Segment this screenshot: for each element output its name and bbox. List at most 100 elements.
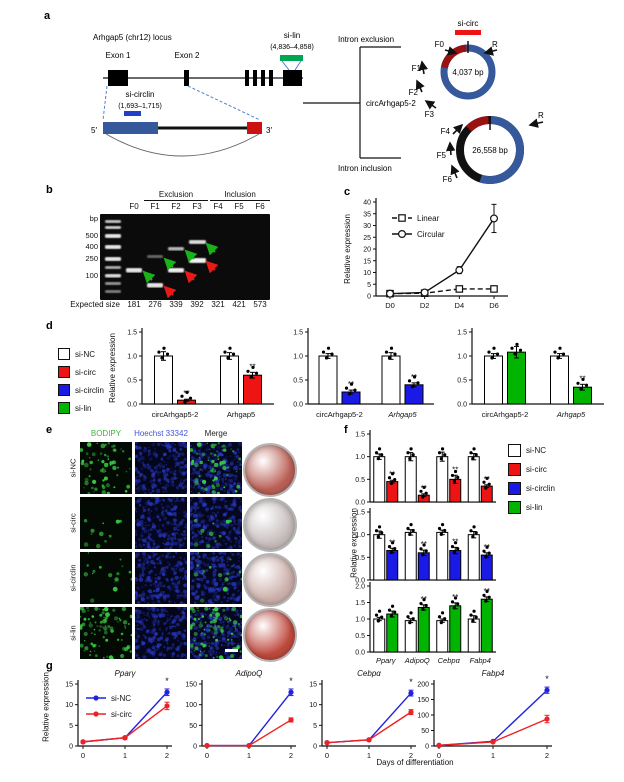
- replicate-dot: [484, 486, 488, 490]
- bar-si-circlin: [404, 384, 424, 405]
- series-line-si-NC: [438, 689, 548, 747]
- replicate-dot: [380, 531, 384, 535]
- data-point-marker: [544, 716, 550, 722]
- ladder-mark-label: 100: [85, 271, 98, 280]
- replicate-dot: [406, 451, 410, 455]
- backsplice-arc: [105, 133, 260, 157]
- gel-lane-label: F4: [213, 202, 223, 211]
- large-circle-exon-arc: [479, 116, 524, 184]
- legend-label: si-circ: [75, 367, 96, 377]
- primer-r2-label: R: [538, 111, 544, 120]
- gel-band: [105, 274, 121, 278]
- replicate-dot: [471, 619, 475, 623]
- intron-inclusion-label: Intron inclusion: [338, 164, 392, 173]
- replicate-dot: [409, 523, 413, 527]
- oil-red-o-well-si-circlin: [243, 553, 297, 607]
- expected-size-value: 421: [232, 300, 246, 309]
- replicate-dot: [482, 593, 486, 597]
- y-tick-label: 2.0: [355, 584, 365, 591]
- replicate-dot: [349, 382, 354, 386]
- panel-e-col-merge: Merge: [204, 429, 228, 438]
- y-tick-label: 0.0: [355, 500, 365, 507]
- data-point-marker: [93, 711, 99, 717]
- circ-name-label: circArhgap5-2: [366, 99, 416, 108]
- replicate-dot: [160, 356, 164, 360]
- si-lin-range: (4,836–4,858): [270, 44, 314, 51]
- replicate-dot: [472, 447, 476, 451]
- primer-r2-arrow-icon: [528, 118, 544, 128]
- data-point-marker: [122, 735, 128, 741]
- bar-si-NC: [373, 534, 386, 581]
- bar-si-lin: [386, 613, 399, 653]
- x-tick-label: 0: [81, 751, 85, 760]
- bar-si-NC: [404, 531, 417, 581]
- category-label: AdipoQ: [404, 656, 430, 665]
- replicate-dot: [228, 346, 232, 350]
- ladder-mark-label: 500: [85, 231, 98, 240]
- replicate-dot: [439, 457, 443, 461]
- legend-label: si-NC: [526, 446, 546, 455]
- replicate-dot: [180, 394, 184, 398]
- ladder-mark-label: 400: [85, 242, 98, 251]
- replicate-dot: [452, 479, 456, 483]
- bar-si-NC: [436, 531, 449, 581]
- data-point-marker: [544, 687, 550, 693]
- data-point-marker: [385, 289, 394, 298]
- replicate-dot: [390, 604, 395, 608]
- micrograph-si-circ-bodipy: [80, 497, 132, 549]
- legend-swatch: [58, 366, 70, 378]
- category-label: Arhgap5: [387, 410, 417, 419]
- replicate-dot: [474, 453, 478, 457]
- bar-si-NC: [404, 456, 417, 503]
- three-prime-label: 3′: [266, 126, 272, 135]
- bar-si-NC: [467, 534, 480, 581]
- legend-item: si-circ: [508, 463, 555, 476]
- replicate-dot: [393, 610, 397, 614]
- replicate-dot: [416, 381, 420, 385]
- data-point-marker: [164, 689, 170, 695]
- replicate-dot: [387, 356, 392, 360]
- gel-lane-label: F2: [171, 202, 181, 211]
- legend-label: si-NC: [75, 349, 95, 359]
- chart-title: Cebpα: [357, 669, 381, 678]
- replicate-dot: [393, 546, 397, 551]
- expected-size-value: 339: [169, 300, 183, 309]
- replicate-dot: [450, 473, 455, 478]
- primer-f6-label: F6: [443, 175, 453, 184]
- locus-title: Arhgap5 (chr12) locus: [93, 33, 172, 42]
- replicate-dot: [412, 375, 417, 379]
- replicate-dot: [490, 356, 494, 360]
- replicate-dot: [344, 386, 349, 390]
- replicate-dot: [165, 352, 170, 356]
- category-label: Arhgap5: [556, 410, 586, 419]
- gel-lane-label: F0: [129, 202, 139, 211]
- expected-size-label: Expected size: [70, 300, 120, 309]
- replicate-dot: [384, 350, 389, 354]
- zoom-guide-line: [187, 85, 261, 121]
- replicate-dot: [437, 526, 442, 531]
- primer-f0-arrow-icon: [444, 46, 458, 56]
- replicate-dot: [443, 617, 447, 621]
- panel-a-diagram: Arhgap5 (chr12) locus Exon 1 Exon 2 si-l…: [91, 19, 544, 184]
- primer-f6-arrow-icon: [450, 164, 460, 179]
- y-tick-label: 5: [69, 723, 73, 730]
- bar-si-NC: [436, 456, 449, 503]
- primer-f5-arrow-icon: [445, 141, 456, 156]
- panel-e-col-hoechst: Hoechst 33342: [134, 429, 188, 438]
- five-prime-label: 5′: [91, 126, 97, 135]
- gel-band: [168, 268, 184, 273]
- bar-si-NC: [404, 620, 417, 653]
- micrograph-si-circlin-hoechst: [135, 552, 187, 604]
- replicate-dot: [380, 453, 384, 457]
- y-tick-label: 0.5: [457, 378, 467, 385]
- significance-marker: **: [452, 537, 458, 546]
- replicate-dot: [411, 528, 415, 533]
- exon-box: [253, 70, 257, 86]
- bar-si-circlin: [417, 552, 430, 581]
- replicate-dot: [424, 549, 428, 553]
- data-point-marker: [397, 229, 406, 238]
- chart-c: 0 5 10 15 20 25 30 35 40 D0 D2 D4 D6 Linear Circular Re…: [343, 198, 508, 310]
- legend-item: si-circlin: [58, 384, 104, 396]
- replicate-dot: [421, 495, 425, 499]
- replicate-dot: [584, 383, 589, 387]
